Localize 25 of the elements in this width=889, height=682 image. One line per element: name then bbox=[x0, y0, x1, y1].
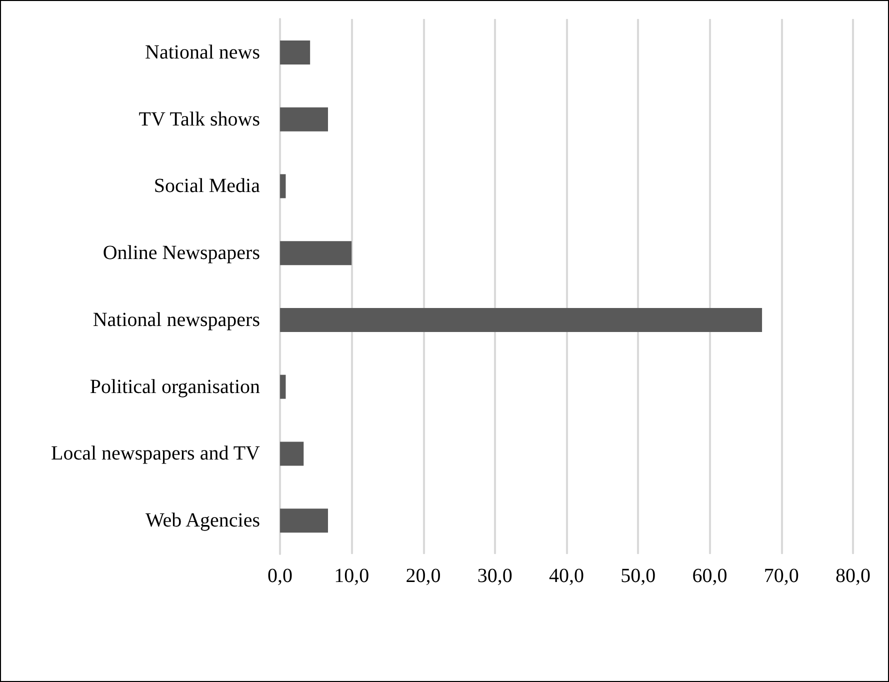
y-tick-label: Web Agencies bbox=[146, 510, 260, 532]
x-tick-label: 0,0 bbox=[268, 565, 292, 587]
y-tick-label: National newspapers bbox=[92, 308, 260, 331]
bar bbox=[280, 308, 762, 332]
x-tick-label: 40,0 bbox=[549, 565, 584, 587]
bar bbox=[280, 442, 304, 466]
y-tick-label: TV Talk shows bbox=[138, 108, 260, 130]
x-tick-label: 50,0 bbox=[620, 565, 656, 587]
bar bbox=[280, 40, 310, 64]
y-tick-label: National news bbox=[145, 41, 260, 64]
x-tick-label: 80,0 bbox=[836, 565, 870, 587]
x-tick-label: 20,0 bbox=[406, 565, 441, 587]
x-tick-label: 10,0 bbox=[334, 565, 370, 587]
x-tick-label: 70,0 bbox=[764, 565, 799, 587]
y-tick-label: Online Newspapers bbox=[102, 242, 260, 264]
y-tick-label: Local newspapers and TV bbox=[50, 442, 261, 465]
y-tick-label: Social Media bbox=[154, 175, 260, 198]
bar bbox=[280, 241, 352, 266]
bar bbox=[280, 174, 286, 198]
y-tick-label: Political organisation bbox=[90, 376, 260, 398]
x-tick-label: 60,0 bbox=[692, 565, 728, 587]
bar bbox=[280, 508, 328, 533]
bar bbox=[280, 107, 328, 132]
x-tick-label: 30,0 bbox=[477, 565, 512, 587]
bar bbox=[280, 374, 286, 399]
